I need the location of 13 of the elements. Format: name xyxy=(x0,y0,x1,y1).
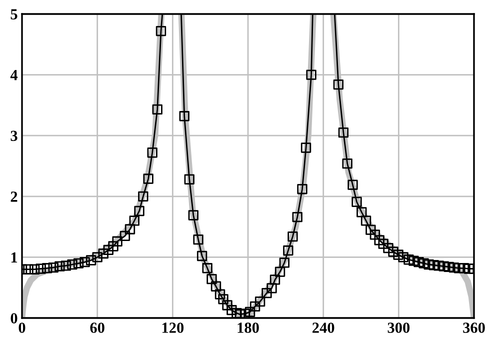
x-tick-label: 120 xyxy=(162,322,184,333)
x-tick-label: 180 xyxy=(238,322,259,333)
x-tick-label: 300 xyxy=(388,322,410,333)
y-tick-label: 2 xyxy=(10,192,18,202)
x-tick-label: 360 xyxy=(463,322,485,333)
x-tick-label: 0 xyxy=(18,322,26,333)
y-tick-label: 5 xyxy=(10,9,18,20)
x-tick-label: 60 xyxy=(90,322,104,333)
y-tick-label: 3 xyxy=(10,130,18,142)
x-tick-label: 240 xyxy=(312,322,334,333)
y-tick-label: 4 xyxy=(10,70,18,80)
y-tick-label: 0 xyxy=(10,313,18,324)
y-tick-label: 1 xyxy=(11,252,18,262)
